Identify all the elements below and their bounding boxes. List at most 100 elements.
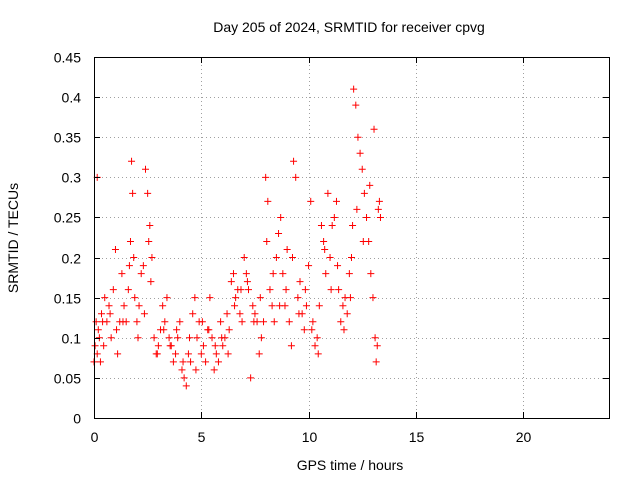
x-tick-label: 5: [198, 429, 206, 445]
y-tick-label: 0: [73, 411, 81, 427]
data-point: [173, 326, 181, 334]
data-point: [107, 334, 115, 342]
data-point: [354, 133, 362, 141]
data-point: [114, 350, 122, 358]
data-point: [212, 350, 220, 358]
data-point: [375, 197, 383, 205]
data-point: [94, 326, 102, 334]
data-point: [334, 262, 342, 270]
data-point: [283, 246, 291, 254]
data-point: [309, 318, 317, 326]
data-point: [266, 286, 274, 294]
data-point: [371, 334, 379, 342]
data-point: [118, 270, 126, 278]
data-point: [272, 254, 280, 262]
data-point: [187, 358, 195, 366]
data-point: [317, 221, 325, 229]
data-point: [133, 318, 141, 326]
data-point: [335, 286, 343, 294]
data-point: [332, 197, 340, 205]
data-point: [128, 157, 136, 165]
data-point: [131, 294, 139, 302]
data-point: [180, 374, 188, 382]
data-point: [205, 326, 213, 334]
data-point: [129, 189, 137, 197]
data-point: [330, 213, 338, 221]
data-point: [105, 302, 113, 310]
data-point: [179, 358, 187, 366]
y-tick-labels: 0 0.05 0.1 0.15 0.2 0.25 0.3 0.35 0.4 0.45: [54, 50, 81, 427]
data-point: [264, 197, 272, 205]
y-tick-label: 0.1: [62, 331, 82, 347]
data-point: [366, 181, 374, 189]
data-point: [307, 197, 315, 205]
data-point: [101, 294, 109, 302]
data-point: [243, 278, 251, 286]
data-point: [145, 238, 153, 246]
data-point: [359, 238, 367, 246]
data-point: [358, 165, 366, 173]
data-point: [279, 270, 287, 278]
data-point: [311, 342, 319, 350]
data-point: [346, 294, 354, 302]
data-point: [224, 350, 232, 358]
data-point: [232, 294, 240, 302]
data-point: [182, 382, 190, 390]
data-point: [294, 294, 302, 302]
data-point: [150, 334, 158, 342]
data-point: [206, 294, 214, 302]
data-point: [255, 350, 263, 358]
data-point: [363, 213, 371, 221]
data-point: [109, 286, 117, 294]
data-point: [126, 238, 134, 246]
x-tick-label: 15: [409, 429, 425, 445]
data-point: [223, 310, 231, 318]
data-point: [250, 318, 258, 326]
x-tick-label: 10: [302, 429, 318, 445]
data-point: [308, 326, 316, 334]
data-point: [231, 302, 239, 310]
data-point: [198, 318, 206, 326]
data-point: [176, 318, 184, 326]
data-point: [263, 238, 271, 246]
data-point: [270, 318, 278, 326]
data-point: [106, 310, 114, 318]
data-point: [169, 358, 177, 366]
data-point: [340, 326, 348, 334]
grid-lines: [94, 57, 609, 418]
data-point: [276, 302, 284, 310]
data-point: [92, 318, 100, 326]
data-point: [314, 350, 322, 358]
data-point: [202, 358, 210, 366]
data-point: [360, 189, 368, 197]
data-point: [227, 278, 235, 286]
data-point: [370, 125, 378, 133]
data-point: [210, 366, 218, 374]
data-point: [119, 318, 127, 326]
data-point: [193, 334, 201, 342]
data-point: [257, 334, 265, 342]
data-point: [305, 262, 313, 270]
axis-ticks: [94, 57, 609, 419]
data-point: [185, 334, 193, 342]
data-point: [142, 165, 149, 173]
data-point: [95, 334, 103, 342]
data-point: [159, 302, 167, 310]
y-tick-label: 0.25: [54, 210, 81, 226]
data-point: [125, 262, 133, 270]
data-point: [302, 302, 310, 310]
data-point: [328, 221, 336, 229]
data-point: [345, 270, 353, 278]
data-point: [237, 286, 245, 294]
data-point: [337, 318, 345, 326]
data-point: [275, 229, 283, 237]
x-tick-label: 0: [91, 429, 99, 445]
data-point: [229, 270, 237, 278]
y-tick-label: 0.35: [54, 130, 81, 146]
data-point: [376, 213, 384, 221]
data-point: [282, 286, 290, 294]
data-point: [287, 342, 295, 350]
data-point: [251, 310, 259, 318]
data-point: [353, 205, 361, 213]
